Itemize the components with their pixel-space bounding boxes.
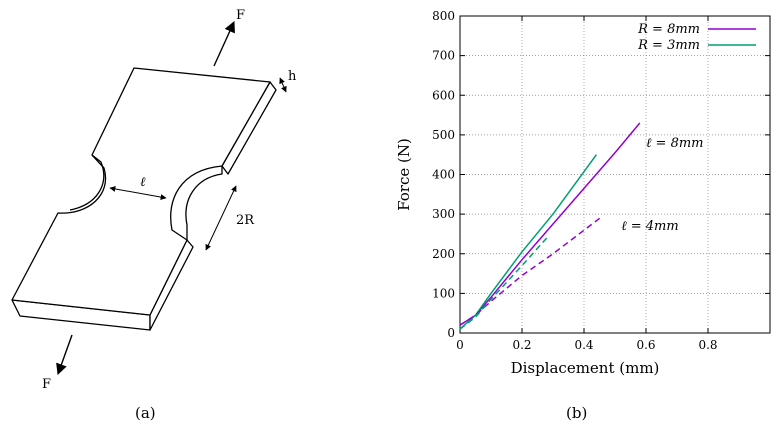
annotation-label: ℓ = 8mm [646,136,704,151]
annotation-label: ℓ = 4mm [621,219,679,234]
specimen-sketch [11,67,277,331]
x-axis-label: Displacement (mm) [511,359,660,377]
y-tick-label: 200 [432,247,455,261]
x-tick-label: 0.6 [636,338,655,352]
ligament-label: ℓ [140,175,146,190]
right-notch-wall [185,166,223,240]
force-label-top: F [236,8,245,23]
y-tick-label: 0 [447,326,455,340]
left-notch-wall [69,154,105,211]
legend-label: R = 8mm [637,22,700,37]
y-tick-label: 600 [432,88,455,102]
series-line [459,215,604,326]
caption-b: (b) [566,404,587,422]
x-tick-label: 0.8 [698,338,717,352]
y-axis-label: Force (N) [395,138,413,211]
thickness-arrow [279,77,287,93]
thickness-label: h [288,69,297,84]
force-label-bottom: F [42,377,51,392]
force-displacement-chart: 0 100 200 300 400 500 600 700 800 0 0.2 0.4 0.6 0.8 Di… [395,9,771,377]
plot-frame [459,15,771,334]
radius-label: 2R [236,213,255,228]
legend-label: R = 3mm [637,38,700,53]
y-tick-label: 100 [432,286,455,300]
x-tick-label: 0 [456,338,464,352]
series-line [459,154,598,330]
y-tick-label: 700 [432,49,455,63]
series-line [459,237,548,330]
x-tick-label: 0.4 [574,338,593,352]
caption-a: (a) [135,404,156,422]
y-tick-label: 800 [432,9,455,23]
x-tick-label: 0.2 [512,338,531,352]
y-tick-label: 300 [432,207,455,221]
ligament-arrow [109,185,167,201]
radius-arrow [205,185,237,251]
series-line [459,122,641,326]
y-tick-label: 400 [432,168,455,182]
force-arrow-bottom [56,334,73,376]
force-arrow-top [213,20,235,67]
y-tick-label: 500 [432,128,455,142]
specimen-top-face [11,67,271,316]
